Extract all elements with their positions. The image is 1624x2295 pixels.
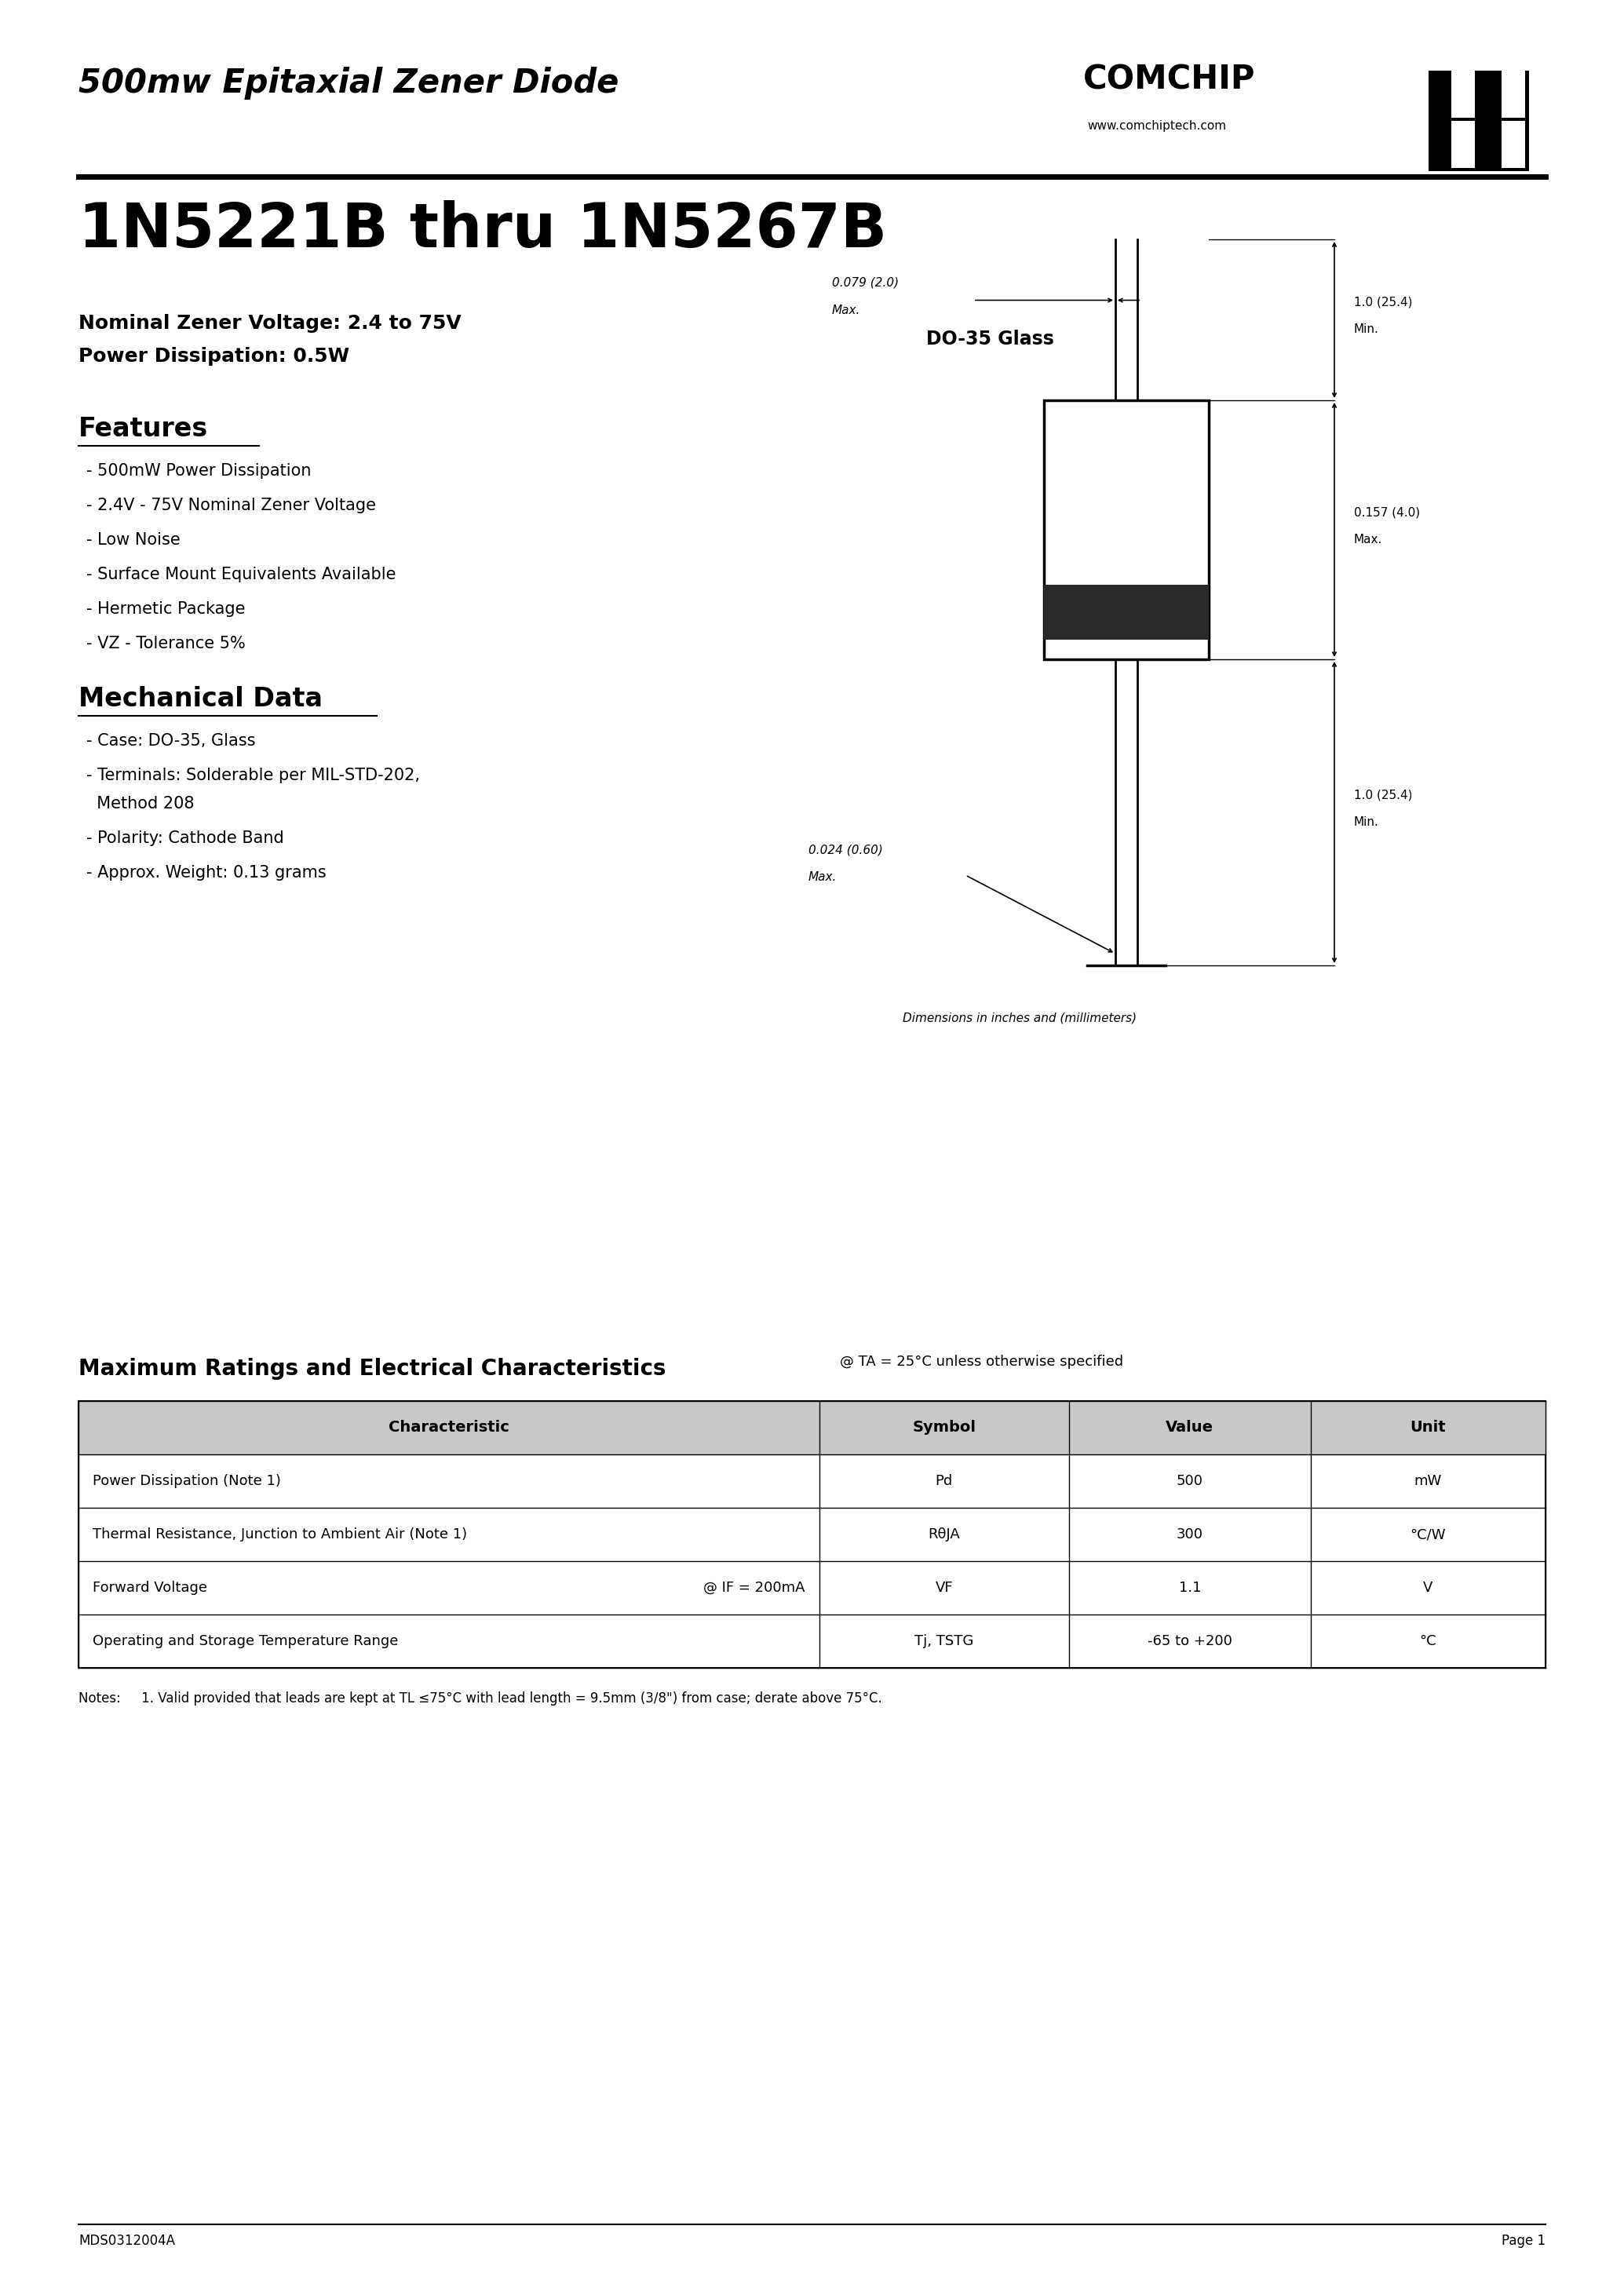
Text: 0.079 (2.0): 0.079 (2.0) <box>831 278 898 289</box>
Text: Max.: Max. <box>809 872 836 884</box>
Text: Max.: Max. <box>1354 535 1382 546</box>
Text: 300: 300 <box>1176 1528 1203 1542</box>
Text: Power Dissipation: 0.5W: Power Dissipation: 0.5W <box>78 347 349 365</box>
Text: - Low Noise: - Low Noise <box>86 532 180 549</box>
Text: Symbol: Symbol <box>913 1421 976 1434</box>
Text: Tj, TSTG: Tj, TSTG <box>914 1634 973 1648</box>
Text: Unit: Unit <box>1410 1421 1445 1434</box>
Text: Features: Features <box>78 415 208 443</box>
Bar <box>1452 122 1475 168</box>
Bar <box>1044 585 1208 640</box>
Text: 1.1: 1.1 <box>1179 1581 1200 1595</box>
Text: Mechanical Data: Mechanical Data <box>78 686 323 711</box>
Text: @ TA = 25°C unless otherwise specified: @ TA = 25°C unless otherwise specified <box>840 1354 1124 1368</box>
Text: Maximum Ratings and Electrical Characteristics: Maximum Ratings and Electrical Character… <box>78 1359 666 1379</box>
Text: - Polarity: Cathode Band: - Polarity: Cathode Band <box>86 831 284 847</box>
Text: -65 to +200: -65 to +200 <box>1148 1634 1233 1648</box>
Text: 0.157 (4.0): 0.157 (4.0) <box>1354 507 1419 519</box>
Text: DO-35 Glass: DO-35 Glass <box>926 330 1054 349</box>
Text: - VZ - Tolerance 5%: - VZ - Tolerance 5% <box>86 636 245 652</box>
Text: Max.: Max. <box>831 305 861 317</box>
Text: V: V <box>1423 1581 1432 1595</box>
Text: Characteristic: Characteristic <box>388 1421 510 1434</box>
Bar <box>78 1400 1546 1455</box>
Text: - 2.4V - 75V Nominal Zener Voltage: - 2.4V - 75V Nominal Zener Voltage <box>86 498 377 514</box>
Text: Min.: Min. <box>1354 817 1379 828</box>
Text: - Terminals: Solderable per MIL-STD-202,: - Terminals: Solderable per MIL-STD-202, <box>86 767 421 783</box>
Text: Nominal Zener Voltage: 2.4 to 75V: Nominal Zener Voltage: 2.4 to 75V <box>78 314 461 333</box>
Text: @ IF = 200mA: @ IF = 200mA <box>703 1581 806 1595</box>
Text: 500mw Epitaxial Zener Diode: 500mw Epitaxial Zener Diode <box>78 67 619 99</box>
Text: 0.024 (0.60): 0.024 (0.60) <box>809 845 883 856</box>
Text: 1N5221B thru 1N5267B: 1N5221B thru 1N5267B <box>78 200 887 259</box>
Text: Page 1: Page 1 <box>1502 2233 1546 2247</box>
Text: Thermal Resistance, Junction to Ambient Air (Note 1): Thermal Resistance, Junction to Ambient … <box>93 1528 468 1542</box>
Text: 1.0 (25.4): 1.0 (25.4) <box>1354 296 1413 308</box>
Text: Method 208: Method 208 <box>86 796 195 812</box>
Bar <box>1502 122 1525 168</box>
Bar <box>1429 71 1530 172</box>
Text: - Surface Mount Equivalents Available: - Surface Mount Equivalents Available <box>86 567 396 583</box>
Text: - 500mW Power Dissipation: - 500mW Power Dissipation <box>86 464 312 480</box>
Text: VF: VF <box>935 1581 953 1595</box>
Bar <box>78 1400 1546 1668</box>
Text: Dimensions in inches and (millimeters): Dimensions in inches and (millimeters) <box>903 1012 1137 1024</box>
Bar <box>1502 71 1525 117</box>
Text: Operating and Storage Temperature Range: Operating and Storage Temperature Range <box>93 1634 398 1648</box>
Text: - Case: DO-35, Glass: - Case: DO-35, Glass <box>86 732 255 748</box>
Text: Power Dissipation (Note 1): Power Dissipation (Note 1) <box>93 1473 281 1487</box>
Text: Pd: Pd <box>935 1473 953 1487</box>
Text: COMCHIP: COMCHIP <box>1083 62 1255 96</box>
Text: Forward Voltage: Forward Voltage <box>93 1581 208 1595</box>
Text: Notes:     1. Valid provided that leads are kept at TL ≤75°C with lead length = : Notes: 1. Valid provided that leads are … <box>78 1691 882 1705</box>
Text: - Approx. Weight: 0.13 grams: - Approx. Weight: 0.13 grams <box>86 865 326 881</box>
Text: °C: °C <box>1419 1634 1437 1648</box>
Text: Min.: Min. <box>1354 324 1379 335</box>
Bar <box>1044 399 1208 659</box>
Text: 500: 500 <box>1176 1473 1203 1487</box>
Text: www.comchiptech.com: www.comchiptech.com <box>1086 119 1226 131</box>
Text: Value: Value <box>1166 1421 1213 1434</box>
Text: °C/W: °C/W <box>1410 1528 1445 1542</box>
Text: MDS0312004A: MDS0312004A <box>78 2233 175 2247</box>
Text: mW: mW <box>1415 1473 1442 1487</box>
Text: - Hermetic Package: - Hermetic Package <box>86 601 245 617</box>
Bar <box>1452 71 1475 117</box>
Text: 1.0 (25.4): 1.0 (25.4) <box>1354 789 1413 801</box>
Text: RθJA: RθJA <box>927 1528 960 1542</box>
